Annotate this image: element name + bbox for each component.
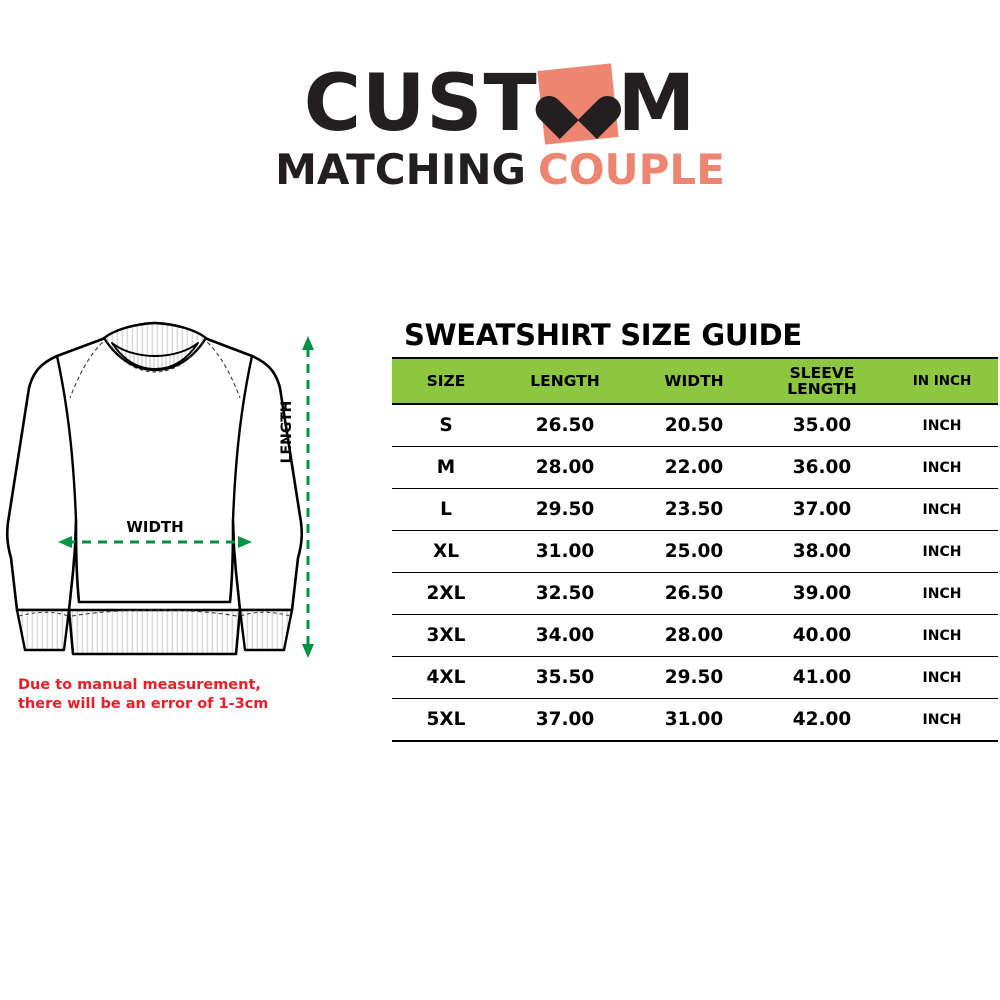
column-header-unit: IN INCH	[886, 357, 998, 406]
cell-width: 26.50	[630, 572, 758, 616]
cell-sleeve: 38.00	[758, 530, 886, 574]
disclaimer-line-2: there will be an error of 1-3cm	[18, 696, 269, 713]
logo-text-before-heart: CUST	[303, 58, 538, 149]
cell-size: S	[392, 404, 500, 448]
cell-length: 29.50	[500, 488, 630, 532]
column-header-width: WIDTH	[630, 357, 758, 406]
disclaimer-line-1: Due to manual measurement,	[18, 677, 261, 693]
logo-secondary-wordmark: MATCHING COUPLE	[0, 148, 1000, 191]
sweatshirt-illustration: WIDTH LENGTH	[5, 321, 314, 658]
sleeve-header-line-1: SLEEVE	[789, 363, 855, 382]
cell-sleeve: 36.00	[758, 446, 886, 490]
cell-unit: INCH	[886, 572, 998, 616]
width-label: WIDTH	[126, 518, 183, 536]
cell-sleeve: 35.00	[758, 404, 886, 448]
table-header: SIZE LENGTH WIDTH SLEEVE LENGTH IN INCH	[392, 357, 998, 406]
length-label: LENGTH	[279, 401, 295, 464]
logo-couple-text: COUPLE	[538, 144, 725, 194]
cell-sleeve: 39.00	[758, 572, 886, 616]
table-body: S 26.50 20.50 35.00 INCH M 28.00 22.00 3…	[392, 404, 998, 743]
cell-size: 5XL	[392, 698, 500, 743]
cell-length: 35.50	[500, 656, 630, 700]
page-title: SWEATSHIRT SIZE GUIDE	[404, 318, 802, 352]
table-row: S 26.50 20.50 35.00 INCH	[392, 404, 998, 448]
cell-width: 22.00	[630, 446, 758, 490]
cell-sleeve: 37.00	[758, 488, 886, 532]
cell-unit: INCH	[886, 530, 998, 574]
column-header-sleeve-length: SLEEVE LENGTH	[758, 357, 886, 406]
cell-unit: INCH	[886, 488, 998, 532]
cell-length: 37.00	[500, 698, 630, 743]
table-header-row: SIZE LENGTH WIDTH SLEEVE LENGTH IN INCH	[392, 357, 998, 406]
cell-unit: INCH	[886, 614, 998, 658]
table-row: L 29.50 23.50 37.00 INCH	[392, 488, 998, 532]
cell-length: 32.50	[500, 572, 630, 616]
cell-size: L	[392, 488, 500, 532]
cell-unit: INCH	[886, 656, 998, 700]
cell-width: 28.00	[630, 614, 758, 658]
cell-unit: INCH	[886, 404, 998, 448]
cell-width: 31.00	[630, 698, 758, 743]
cell-length: 28.00	[500, 446, 630, 490]
table-row: M 28.00 22.00 36.00 INCH	[392, 446, 998, 490]
cell-size: XL	[392, 530, 500, 574]
cell-size: 4XL	[392, 656, 500, 700]
cell-length: 34.00	[500, 614, 630, 658]
width-measure-arrow	[58, 536, 252, 548]
table-row: XL 31.00 25.00 38.00 INCH	[392, 530, 998, 574]
table-row: 3XL 34.00 28.00 40.00 INCH	[392, 614, 998, 658]
cell-width: 25.00	[630, 530, 758, 574]
length-measure-arrow	[302, 336, 314, 658]
table-row: 5XL 37.00 31.00 42.00 INCH	[392, 698, 998, 743]
logo-text-after-heart: M	[617, 58, 697, 149]
column-header-size: SIZE	[392, 357, 500, 406]
size-guide-panel: SWEATSHIRT SIZE GUIDE SIZE LENGTH WIDTH …	[392, 318, 998, 743]
column-header-length: LENGTH	[500, 357, 630, 406]
table-row: 4XL 35.50 29.50 41.00 INCH	[392, 656, 998, 700]
logo-primary-wordmark: CUST M	[303, 58, 697, 149]
cell-size: 3XL	[392, 614, 500, 658]
logo-matching-text: MATCHING	[275, 144, 527, 194]
cell-size: M	[392, 446, 500, 490]
sleeve-header-line-2: LENGTH	[787, 380, 857, 399]
cell-size: 2XL	[392, 572, 500, 616]
heart-icon	[537, 62, 619, 145]
garment-diagram: WIDTH LENGTH	[0, 320, 330, 730]
cell-unit: INCH	[886, 698, 998, 743]
cell-width: 20.50	[630, 404, 758, 448]
brand-logo: CUST M MATCHING COUPLE	[0, 60, 1000, 191]
table-row: 2XL 32.50 26.50 39.00 INCH	[392, 572, 998, 616]
cell-sleeve: 41.00	[758, 656, 886, 700]
cell-width: 29.50	[630, 656, 758, 700]
measurement-disclaimer: Due to manual measurement, there will be…	[18, 676, 318, 714]
cell-length: 31.00	[500, 530, 630, 574]
cell-length: 26.50	[500, 404, 630, 448]
cell-width: 23.50	[630, 488, 758, 532]
cell-sleeve: 40.00	[758, 614, 886, 658]
size-guide-table: SIZE LENGTH WIDTH SLEEVE LENGTH IN INCH …	[392, 357, 998, 743]
cell-sleeve: 42.00	[758, 698, 886, 743]
cell-unit: INCH	[886, 446, 998, 490]
